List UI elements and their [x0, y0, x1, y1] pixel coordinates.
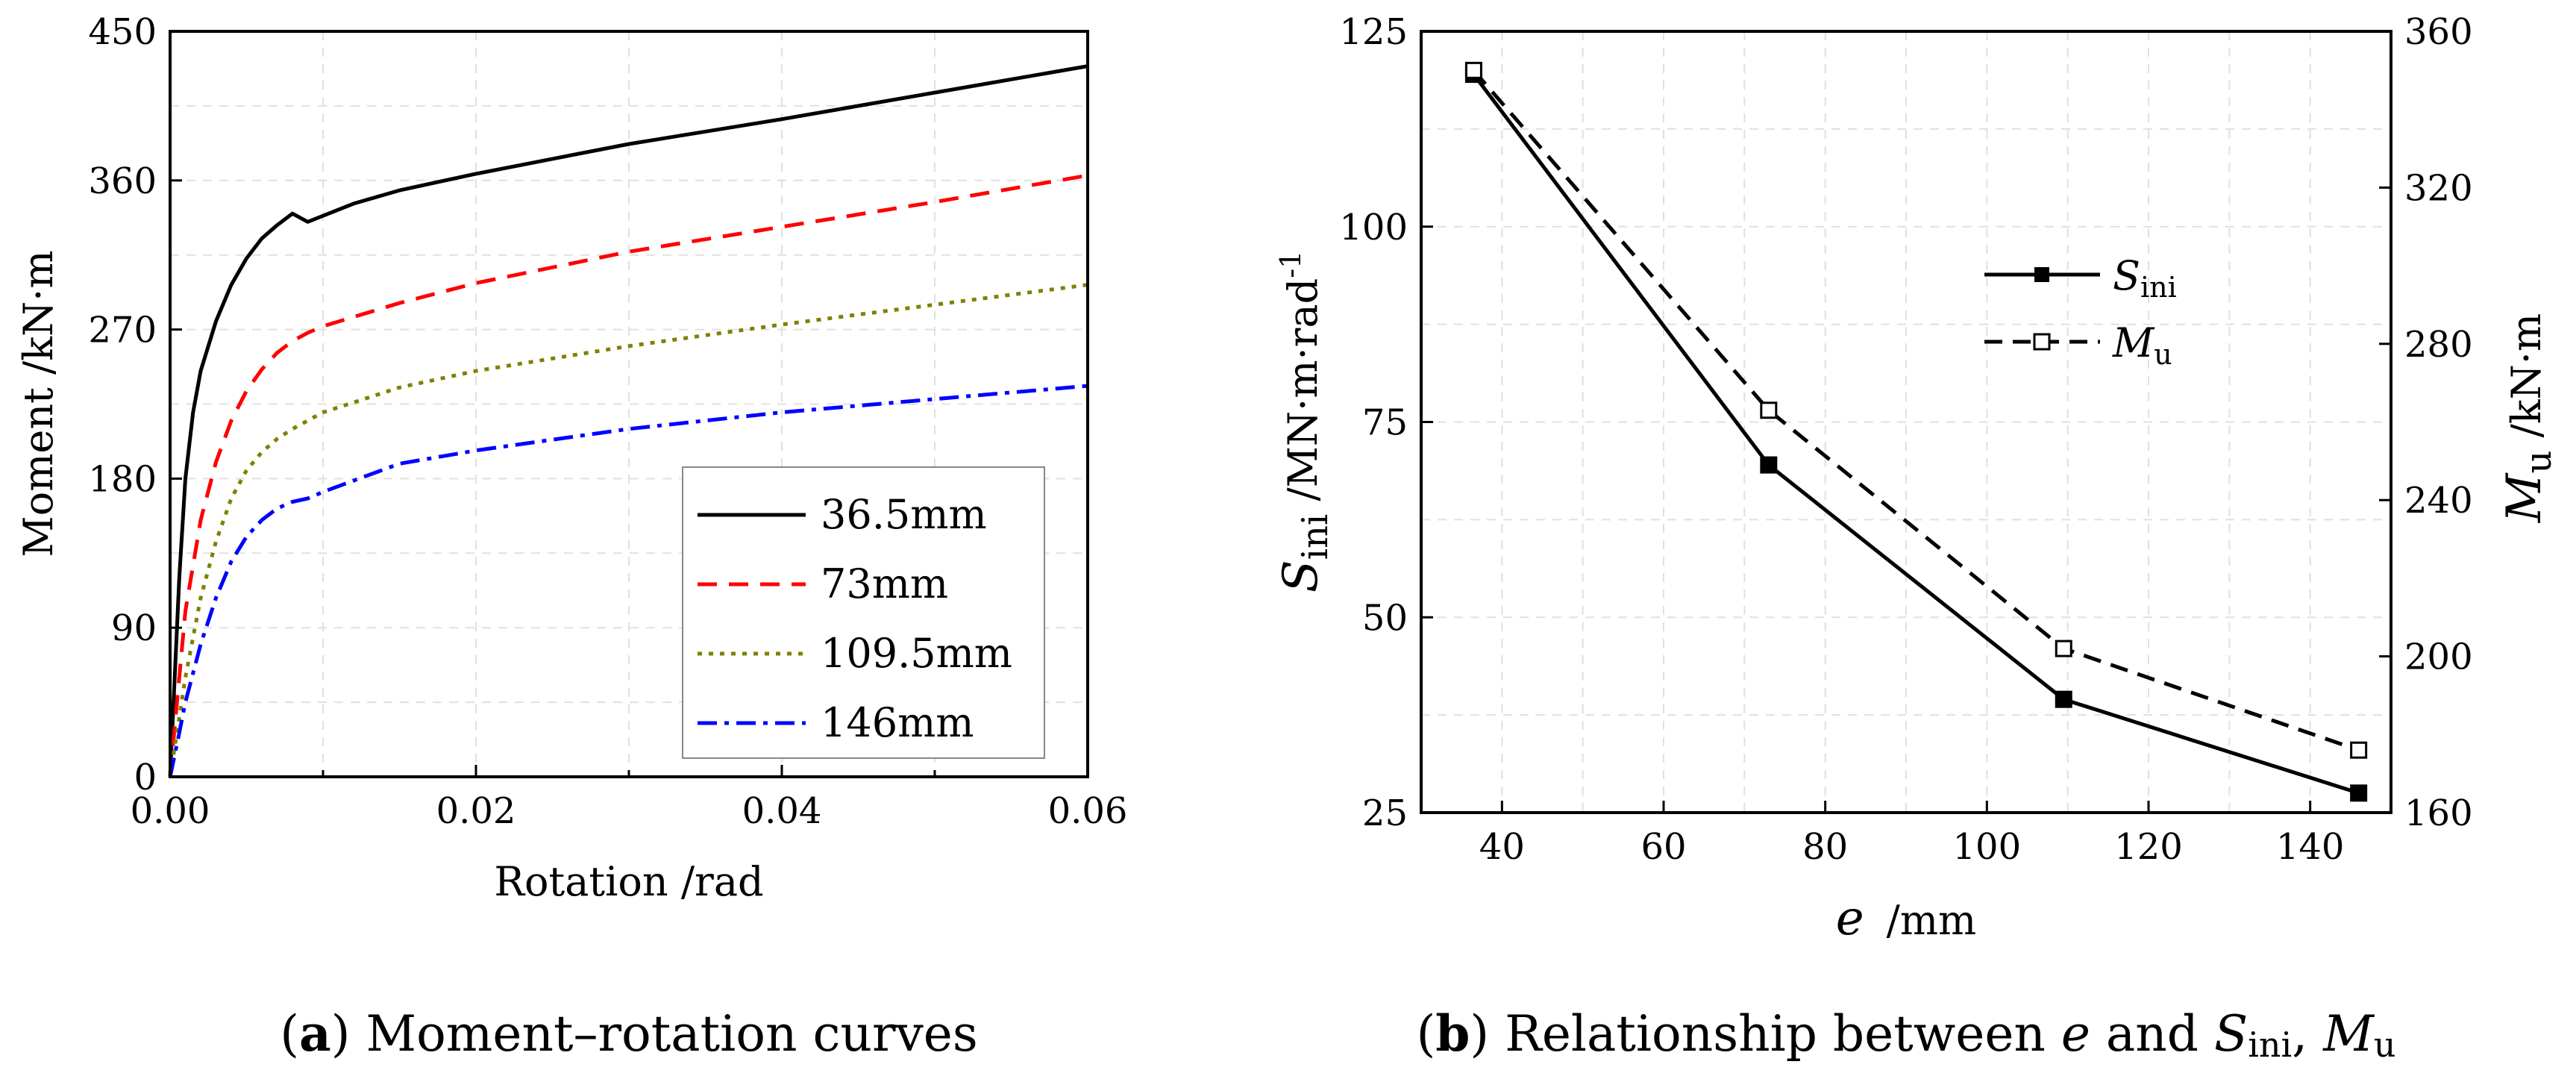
panel-a-y-tick-label: 270	[88, 310, 157, 351]
caption-b-text: Relationship between	[1489, 1005, 2061, 1063]
marker-s-ini-2	[2055, 690, 2072, 708]
panel-b-x-tick-label: 140	[2276, 826, 2345, 868]
panel-b-plot-frame	[1420, 30, 2392, 814]
panel-b-left-y-tick-label: 75	[1362, 402, 1408, 444]
panel-b-left-y-tick-label: 100	[1339, 207, 1408, 248]
legend-label-s-ini: Sini	[2113, 252, 2177, 304]
panel-a-x-tick-label: 0.02	[436, 790, 516, 832]
series-line-109-5mm	[168, 283, 1088, 778]
marker-m-u-1	[1760, 401, 1778, 419]
marker-m-u-0	[1464, 61, 1482, 79]
caption-panel-a: (a) Moment–rotation curves	[280, 1004, 977, 1063]
series-line-m-u	[1472, 69, 2360, 752]
panel-b-right-y-tick-label: 200	[2404, 637, 2473, 678]
marker-m-u-3	[2350, 741, 2368, 759]
panel-b-x-tick-label: 40	[1479, 826, 1525, 868]
caption-b-s-sub: ini	[2248, 1025, 2292, 1065]
caption-b-open-paren: (	[1417, 1005, 1436, 1063]
series-line-146mm	[168, 384, 1088, 778]
panel-a-ticks: 0.00 0.02 0.04 0.06 0 90 180 270 360 450	[88, 11, 1127, 832]
caption-a-label: a	[299, 1004, 331, 1063]
panel-b-x-tick-label: 60	[1640, 826, 1686, 868]
panel-b-x-axis-title: e/mm	[1836, 891, 1976, 946]
panel-b-right-y-tick-label: 320	[2404, 167, 2473, 209]
caption-a-close-paren: )	[331, 1005, 351, 1063]
legend-label-73mm: 73mm	[821, 560, 948, 607]
panel-a-x-tick-label: 0.04	[742, 790, 822, 832]
panel-b-right-y-tick-label: 160	[2404, 792, 2473, 834]
panel-a-y-tick-label: 90	[111, 607, 157, 649]
panel-a-y-axis-title: Moment /kN·m	[15, 250, 62, 557]
caption-b-label: b	[1435, 1004, 1470, 1063]
panel-a-x-axis-title: Rotation /rad	[494, 858, 763, 905]
panel-b-legend: Sini Mu	[1984, 252, 2177, 371]
panel-b-right-y-tick-label: 240	[2404, 480, 2473, 522]
panel-b-right-y-tick-label: 280	[2404, 324, 2473, 366]
panel-a-plot-frame	[169, 30, 1089, 778]
panel-b-x-tick-label: 100	[1953, 826, 2022, 868]
caption-b-m-sub: u	[2374, 1025, 2396, 1065]
panel-a-x-tick-label: 0.00	[131, 790, 210, 832]
panel-b-left-y-axis-title: Sini /MN·m·rad-1	[1273, 251, 1336, 593]
panel-a-y-tick-label: 360	[88, 160, 157, 202]
panel-a-grid	[170, 31, 1088, 777]
panel-a-moment-rotation-chart: 0.00 0.02 0.04 0.06 0 90 180 270 360 450 Rotation…	[15, 11, 1127, 905]
panel-a-y-tick-label: 180	[88, 458, 157, 500]
legend-label-36-5mm: 36.5mm	[821, 491, 987, 538]
series-line-73mm	[168, 173, 1088, 778]
panel-b-grid	[1421, 31, 2391, 813]
marker-s-ini-1	[1760, 456, 1778, 474]
caption-b-e: e	[2061, 1005, 2090, 1063]
panel-a-y-tick-label: 0	[134, 757, 157, 798]
panel-a-x-tick-label: 0.06	[1048, 790, 1128, 832]
panel-b-series	[1464, 61, 2368, 802]
panel-b-left-y-tick-label: 50	[1362, 597, 1408, 639]
caption-b-s: S	[2214, 1005, 2248, 1063]
panel-a-y-tick-label: 450	[88, 11, 157, 53]
caption-b-m: M	[2322, 1005, 2375, 1063]
legend-swatch-m-u-marker	[2033, 333, 2051, 351]
panel-b-right-y-tick-label: 360	[2404, 11, 2473, 53]
panel-b-e-relationship-chart: 40 60 80 100 120 140 25 50 75 100 125 160 200 240 280 3…	[1273, 11, 2560, 946]
caption-a-text: Moment–rotation curves	[351, 1005, 978, 1063]
caption-b-and: and	[2090, 1005, 2214, 1063]
panel-b-right-y-axis-title: Mu /kN·m	[2497, 313, 2560, 523]
panel-a-legend: 36.5mm 73mm 109.5mm 146mm	[682, 466, 1045, 759]
panel-b-ticks: 40 60 80 100 120 140 25 50 75 100 125 160 200 240 280 3…	[1339, 11, 2472, 868]
marker-m-u-2	[2055, 639, 2072, 657]
series-line-s-ini	[1472, 73, 2360, 795]
panel-a-series	[168, 64, 1088, 778]
caption-b-comma: ,	[2292, 1005, 2323, 1063]
panel-b-x-tick-label: 120	[2114, 826, 2183, 868]
series-line-36-5mm	[168, 64, 1088, 778]
legend-label-109-5mm: 109.5mm	[821, 630, 1012, 677]
legend-label-m-u: Mu	[2112, 319, 2172, 371]
marker-s-ini-3	[2350, 784, 2368, 802]
legend-swatch-s-ini-marker	[2034, 267, 2049, 282]
panel-b-left-y-tick-label: 125	[1339, 11, 1408, 53]
caption-b-close-paren: )	[1470, 1005, 1489, 1063]
panel-b-x-tick-label: 80	[1802, 826, 1848, 868]
caption-a-open-paren: (	[280, 1005, 299, 1063]
legend-label-146mm: 146mm	[821, 699, 974, 746]
caption-panel-b: (b) Relationship between e and Sini, Mu	[1417, 1004, 2396, 1065]
panel-b-left-y-tick-label: 25	[1362, 792, 1408, 834]
